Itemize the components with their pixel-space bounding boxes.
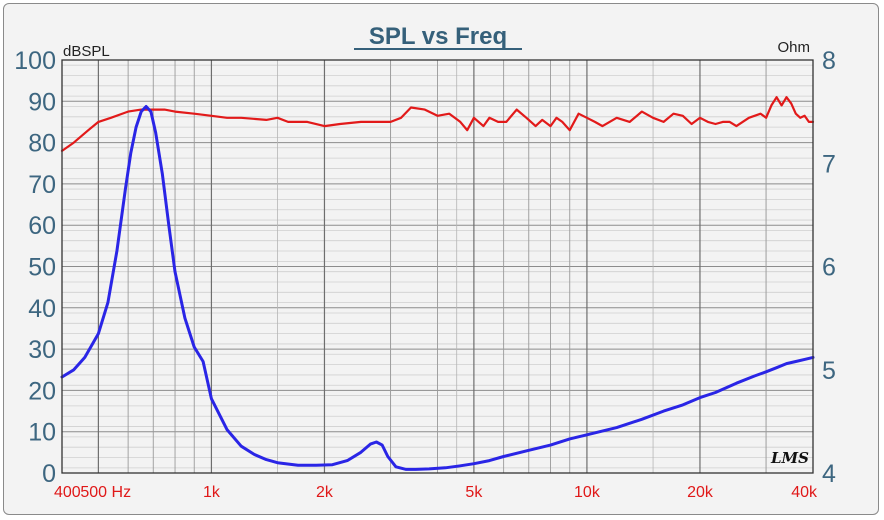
x-tick-label: 2k (316, 484, 334, 501)
y-left-tick-label: 100 (14, 47, 56, 75)
spl-series-line (60, 96, 815, 152)
y-left-tick-label: 70 (28, 171, 56, 199)
y-left-tick-label: 80 (28, 130, 56, 158)
chart-title: SPL vs Freq (369, 23, 507, 50)
x-tick-label: 1k (203, 484, 221, 501)
plot-area-border (61, 59, 814, 474)
lms-logo: LMS (770, 449, 809, 467)
y-right-tick-label: 5 (822, 357, 836, 385)
y-left-tick-label: 0 (42, 460, 56, 488)
x-tick-label: 40k (791, 484, 818, 501)
x-tick-label: 20k (687, 484, 714, 501)
y-left-tick-label: 20 (28, 377, 56, 405)
chart-frame (3, 3, 879, 515)
y-left-tick-label: 10 (28, 419, 56, 447)
chart-series-layer (60, 96, 815, 471)
y-left-tick-label: 90 (28, 88, 56, 116)
x-tick-label: 5k (465, 484, 483, 501)
y-right-unit-label: Ohm (777, 39, 810, 56)
x-tick-labels: 400 500 Hz 1k 2k 5k 10k 20k 40k (54, 484, 818, 501)
x-tick-label: 500 Hz (80, 484, 131, 501)
y-left-tick-label: 60 (28, 212, 56, 240)
y-right-tick-label: 8 (822, 47, 836, 75)
chart-grid (62, 60, 813, 473)
x-tick-label: 10k (574, 484, 601, 501)
y-right-tick-label: 7 (822, 150, 836, 178)
y-left-tick-label: 50 (28, 254, 56, 282)
x-tick-label: 400 (54, 484, 81, 501)
y-right-tick-label: 6 (822, 254, 836, 282)
impedance-series-line (60, 105, 815, 471)
y-left-tick-label: 30 (28, 336, 56, 364)
y-left-tick-label: 40 (28, 295, 56, 323)
y-left-unit-label: dBSPL (63, 43, 110, 60)
y-right-tick-label: 4 (822, 460, 836, 488)
